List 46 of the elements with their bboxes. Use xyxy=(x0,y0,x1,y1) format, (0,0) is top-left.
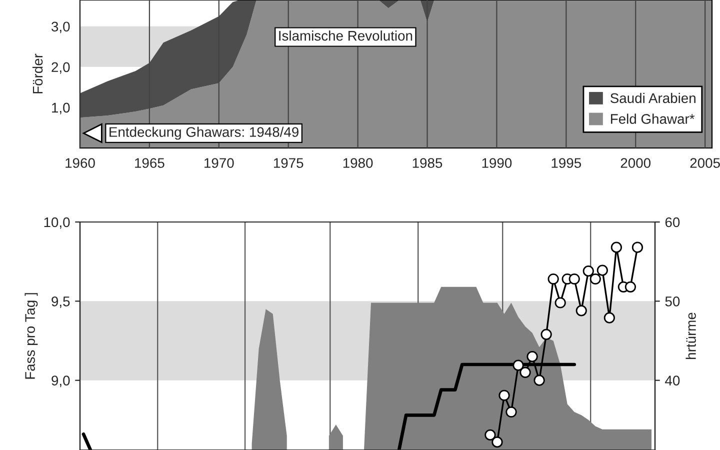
annotation: Islamische Revolution xyxy=(279,30,412,41)
x-tick-label: 1990 xyxy=(482,158,512,168)
x-tick-label: 1965 xyxy=(135,158,164,168)
point xyxy=(498,390,510,401)
x-tick-label: 2000 xyxy=(620,158,651,168)
point xyxy=(548,273,559,285)
y2-tick-label: 40 xyxy=(665,376,680,386)
x-tick-label: 1975 xyxy=(274,158,304,168)
legend-label: Feld Ghawar* xyxy=(610,114,695,124)
x-tick-label: 1995 xyxy=(552,158,582,168)
y-axis-title: Fass pro Tag ] xyxy=(24,293,38,379)
point xyxy=(506,406,517,418)
y-axis-title: Förder xyxy=(32,54,43,94)
x-tick-label: 1970 xyxy=(204,158,234,168)
point xyxy=(534,374,545,386)
point xyxy=(520,366,531,378)
point xyxy=(512,360,524,371)
point xyxy=(610,242,622,253)
y-tick-label: 1,0 xyxy=(52,102,70,114)
point xyxy=(632,242,644,253)
y2-tick-label: 50 xyxy=(665,296,680,306)
y2-tick-label: 60 xyxy=(665,217,680,228)
y-tick-label: 9,5 xyxy=(52,296,70,308)
point xyxy=(492,436,503,448)
legend-label: Saudi Arabien xyxy=(610,92,696,104)
y-tick-label: 9,0 xyxy=(52,376,70,388)
point xyxy=(582,266,594,277)
x-tick-label: 1960 xyxy=(66,158,95,168)
point xyxy=(624,281,636,292)
y2-axis-title: hrtürme xyxy=(686,312,696,359)
x-tick-label: 2005 xyxy=(690,158,720,168)
annotation: Entdeckung Ghawars: 1948/49 xyxy=(110,126,298,140)
point xyxy=(604,312,615,324)
point xyxy=(526,351,538,362)
y-tick-label: 3,0 xyxy=(52,22,70,34)
point xyxy=(568,273,580,285)
y-tick-label: 10,0 xyxy=(44,217,70,229)
point xyxy=(484,429,496,441)
point xyxy=(554,297,566,308)
y-tick-label: 2,0 xyxy=(52,62,70,74)
point xyxy=(576,305,587,316)
point xyxy=(540,328,552,340)
x-tick-label: 1985 xyxy=(412,158,442,168)
x-tick-label: 1980 xyxy=(343,158,373,168)
point xyxy=(590,273,601,285)
point xyxy=(596,264,608,276)
